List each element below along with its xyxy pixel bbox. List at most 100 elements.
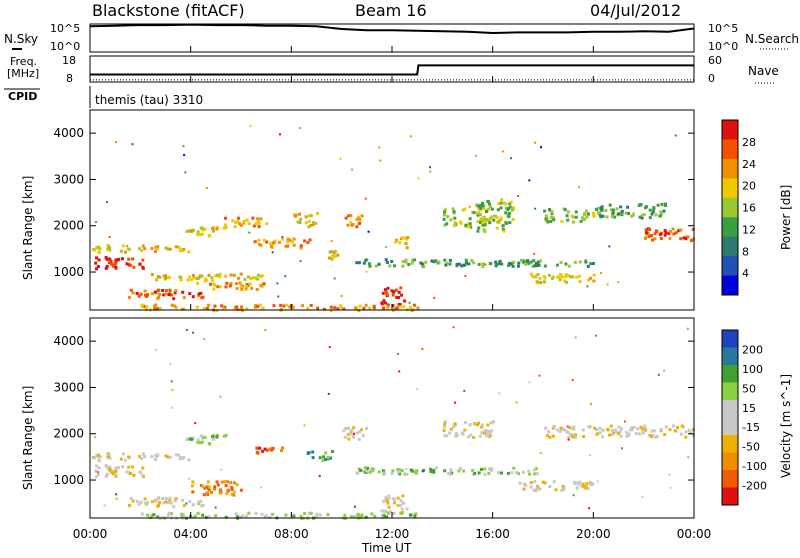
velocity-cell <box>432 470 436 474</box>
velocity-cell <box>224 484 228 488</box>
power-cell <box>235 287 239 291</box>
power-cell <box>619 205 623 209</box>
power-cell <box>531 275 535 279</box>
velocity-colorbar-swatch <box>722 487 738 506</box>
power-cell <box>156 296 160 300</box>
power-cell <box>119 249 123 253</box>
velocity-cell <box>529 485 533 489</box>
power-cell <box>240 306 244 310</box>
velocity-cell <box>610 429 614 433</box>
power-cell <box>237 276 241 280</box>
power-cell <box>443 258 447 262</box>
power-cell <box>240 287 244 291</box>
velocity-cell <box>230 486 234 489</box>
power-cell <box>398 305 402 309</box>
velocity-cell <box>481 423 484 427</box>
power-cell <box>533 264 537 268</box>
power-cell <box>521 259 525 263</box>
velocity-cell <box>522 487 526 491</box>
power-cell <box>322 307 326 311</box>
power-cell <box>613 215 617 219</box>
power-cell <box>421 262 425 266</box>
power-cell <box>482 207 486 210</box>
velocity-cell <box>129 496 133 500</box>
velocity-cell <box>138 470 142 474</box>
power-cell <box>546 220 550 224</box>
beam-title: Beam 16 <box>355 1 427 20</box>
power-cell <box>162 274 166 278</box>
velocity-cell <box>224 433 228 437</box>
power-cell <box>168 247 172 251</box>
power-cell <box>653 232 657 236</box>
velocity-cell <box>562 486 566 490</box>
velocity-cell <box>196 511 200 515</box>
power-cell <box>386 304 390 308</box>
velocity-cell <box>644 428 648 432</box>
velocity-cell <box>573 481 576 484</box>
power-cell <box>464 275 467 278</box>
power-cell <box>137 294 141 298</box>
velocity-cell <box>168 496 172 500</box>
velocity-cell <box>567 435 571 439</box>
power-cell <box>501 224 505 228</box>
power-cell <box>566 218 570 222</box>
velocity-cell <box>153 498 157 502</box>
power-cell <box>197 276 201 280</box>
velocity-cell <box>94 436 97 439</box>
velocity-cell <box>457 469 461 473</box>
power-cell <box>243 277 247 281</box>
velocity-cell <box>382 514 386 518</box>
velocity-cell <box>143 497 147 501</box>
power-cell <box>105 264 109 268</box>
velocity-cell <box>561 485 565 488</box>
power-cell <box>682 236 686 240</box>
velocity-cell <box>225 492 229 496</box>
power-cell <box>479 203 483 207</box>
velocity-cell <box>104 474 108 478</box>
power-cell <box>174 306 178 310</box>
velocity-cell <box>498 392 501 395</box>
power-cell <box>249 276 253 280</box>
velocity-cell <box>281 446 284 450</box>
power-cell <box>464 261 468 265</box>
velocity-cell <box>260 512 264 516</box>
power-cell <box>551 276 554 280</box>
power-cell <box>399 286 403 290</box>
power-cell <box>611 211 615 215</box>
velocity-cell <box>196 438 200 442</box>
power-cell <box>261 307 265 311</box>
power-cell <box>658 214 662 218</box>
power-cell <box>231 219 235 223</box>
velocity-cell <box>384 496 388 500</box>
power-cell <box>543 276 547 280</box>
power-cell <box>228 284 232 288</box>
power-cell <box>292 237 296 241</box>
power-cell <box>642 213 646 217</box>
power-cell <box>589 276 592 280</box>
power-cell <box>579 219 583 223</box>
velocity-cell <box>203 486 207 490</box>
power-cell <box>648 208 652 212</box>
power-cell <box>333 255 337 258</box>
power-cell <box>563 279 567 283</box>
x-tick-label: 08:00 <box>274 527 309 541</box>
velocity-cell <box>398 504 402 507</box>
velocity-cell <box>125 470 129 474</box>
power-cell <box>303 239 307 243</box>
power-cell <box>557 275 561 279</box>
power-cell <box>177 245 181 249</box>
power-cell <box>489 216 492 220</box>
velocity-cell <box>170 380 173 383</box>
power-cell <box>145 305 149 309</box>
power-cell <box>124 250 127 254</box>
velocity-cell <box>207 515 211 519</box>
power-cell <box>464 258 468 262</box>
velocity-cell <box>480 431 484 435</box>
velocity-cell <box>355 471 359 475</box>
velocity-cell <box>137 502 141 506</box>
velocity-cell <box>625 430 629 434</box>
velocity-cell <box>353 505 356 508</box>
power-cell <box>224 285 228 289</box>
power-cell <box>691 227 695 231</box>
velocity-cell <box>464 420 467 424</box>
